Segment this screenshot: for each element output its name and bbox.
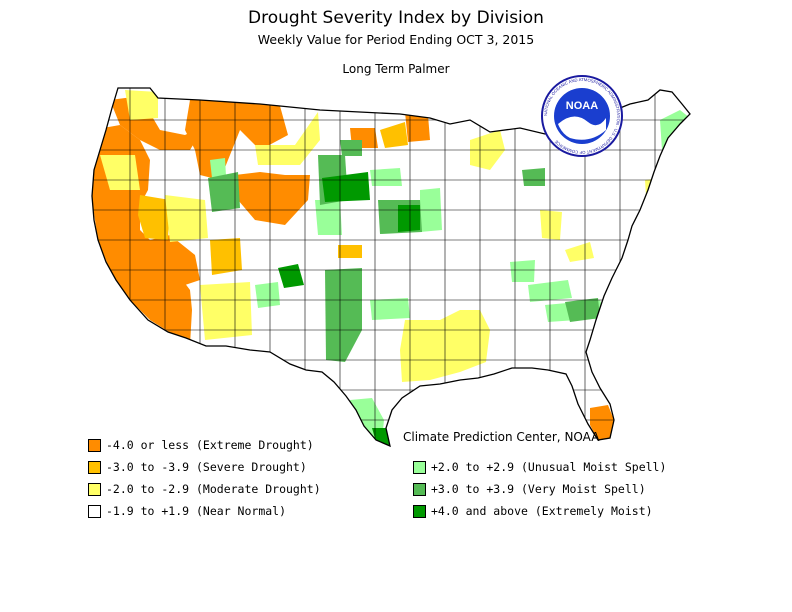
noaa-logo-icon: NOAA NATIONAL OCEANIC AND ATMOSPHERIC AD… — [541, 75, 623, 157]
legend-item-near-normal: -1.9 to +1.9 (Near Normal) — [88, 503, 286, 519]
map-title: Drought Severity Index by Division — [248, 8, 544, 28]
legend-swatch — [413, 504, 426, 518]
legend-item-moderate-drought: -2.0 to -2.9 (Moderate Drought) — [88, 481, 321, 497]
utah-severe-drought — [210, 238, 242, 275]
legend-label: +2.0 to +2.9 (Unusual Moist Spell) — [431, 460, 667, 474]
wyoming-unusual-moist — [210, 158, 226, 178]
kentucky-unusual-moist — [510, 260, 535, 282]
kansas-severe-drought — [338, 245, 362, 258]
arizona-moderate-drought — [200, 282, 252, 340]
idaho-very-moist — [208, 172, 240, 212]
legend-item-severe-drought: -3.0 to -3.9 (Severe Drought) — [88, 459, 307, 475]
legend-item-extreme-drought: -4.0 or less (Extreme Drought) — [88, 437, 314, 453]
washington-moderate-drought — [125, 90, 158, 120]
nevada-south-extreme-drought — [150, 235, 200, 285]
ndakota-severe-drought — [380, 122, 408, 148]
nevada-utah-moderate-drought — [165, 195, 208, 242]
florida-extreme-drought — [590, 405, 614, 440]
nevada-severe-drought — [138, 195, 170, 240]
ndakota-very-moist — [340, 140, 362, 156]
legend-swatch — [413, 460, 426, 474]
idaho-wyoming-extreme-drought — [235, 172, 310, 225]
legend-label: -4.0 or less (Extreme Drought) — [106, 438, 314, 452]
legend-label: -1.9 to +1.9 (Near Normal) — [106, 504, 287, 518]
northeast-moderate-drought — [645, 178, 662, 196]
legend-item-extremely-moist: +4.0 and above (Extremely Moist) — [413, 503, 653, 519]
index-name: Long Term Palmer — [342, 62, 450, 76]
georgia-very-moist — [565, 298, 600, 322]
legend-swatch — [88, 504, 101, 518]
plains-unusual-moist — [370, 168, 402, 186]
virginia-moderate-drought — [565, 242, 594, 262]
colorado-east-unusual-moist — [315, 200, 342, 235]
map-subtitle: Weekly Value for Period Ending OCT 3, 20… — [257, 32, 535, 47]
legend-swatch — [88, 460, 101, 474]
legend-label: +4.0 and above (Extremely Moist) — [431, 504, 653, 518]
legend-item-very-moist: +3.0 to +3.9 (Very Moist Spell) — [413, 481, 646, 497]
noaa-logo-text: NOAA — [566, 100, 598, 112]
legend-swatch — [413, 482, 426, 496]
legend-item-unusual-moist: +2.0 to +2.9 (Unusual Moist Spell) — [413, 459, 666, 475]
oklahoma-unusual-moist — [370, 298, 410, 320]
legend-swatch — [88, 482, 101, 496]
iowa-extremely-moist — [398, 205, 420, 232]
texas-panhandle-very-moist — [325, 268, 362, 362]
michigan-very-moist — [522, 168, 545, 186]
legend-label: -2.0 to -2.9 (Moderate Drought) — [106, 482, 321, 496]
midwest-moderate-drought — [540, 210, 562, 240]
sdakota-extremely-moist — [322, 172, 370, 202]
minnesota-extreme-drought — [405, 112, 430, 142]
nm-unusual-moist — [255, 282, 280, 308]
legend-label: -3.0 to -3.9 (Severe Drought) — [106, 460, 307, 474]
legend-swatch — [88, 438, 101, 452]
credit-text: Climate Prediction Center, NOAA — [403, 430, 600, 444]
wyoming-moderate-drought — [255, 112, 320, 165]
legend-label: +3.0 to +3.9 (Very Moist Spell) — [431, 482, 646, 496]
